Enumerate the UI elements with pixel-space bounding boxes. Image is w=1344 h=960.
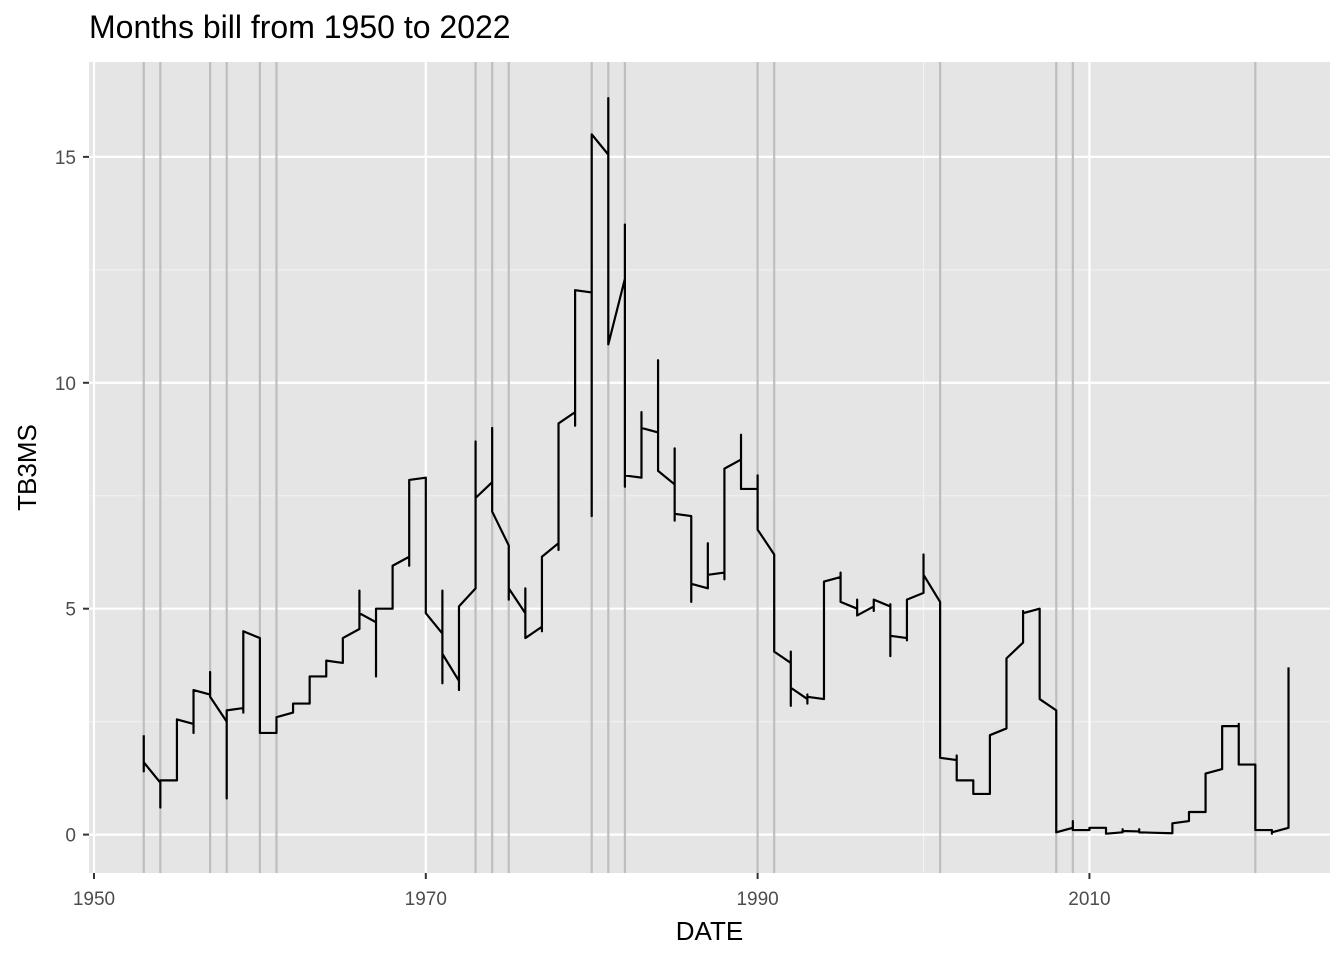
y-tick-label: 10 (55, 374, 76, 395)
y-tick-label: 5 (65, 600, 76, 621)
y-axis: 0 5 10 15 (55, 148, 89, 847)
y-tick-label: 0 (65, 826, 76, 847)
chart-title: Months bill from 1950 to 2022 (89, 9, 511, 45)
x-axis-title: DATE (676, 916, 743, 946)
x-tick-label: 2010 (1068, 889, 1110, 910)
x-tick-label: 1950 (73, 889, 115, 910)
y-axis-title: TB3MS (12, 424, 42, 511)
y-tick-label: 15 (55, 148, 76, 169)
series-line (142, 97, 1290, 835)
x-tick-label: 1970 (405, 889, 447, 910)
plot-panel (89, 62, 1330, 873)
x-axis: 1950 1970 1990 2010 (73, 873, 1111, 910)
x-tick-label: 1990 (736, 889, 778, 910)
